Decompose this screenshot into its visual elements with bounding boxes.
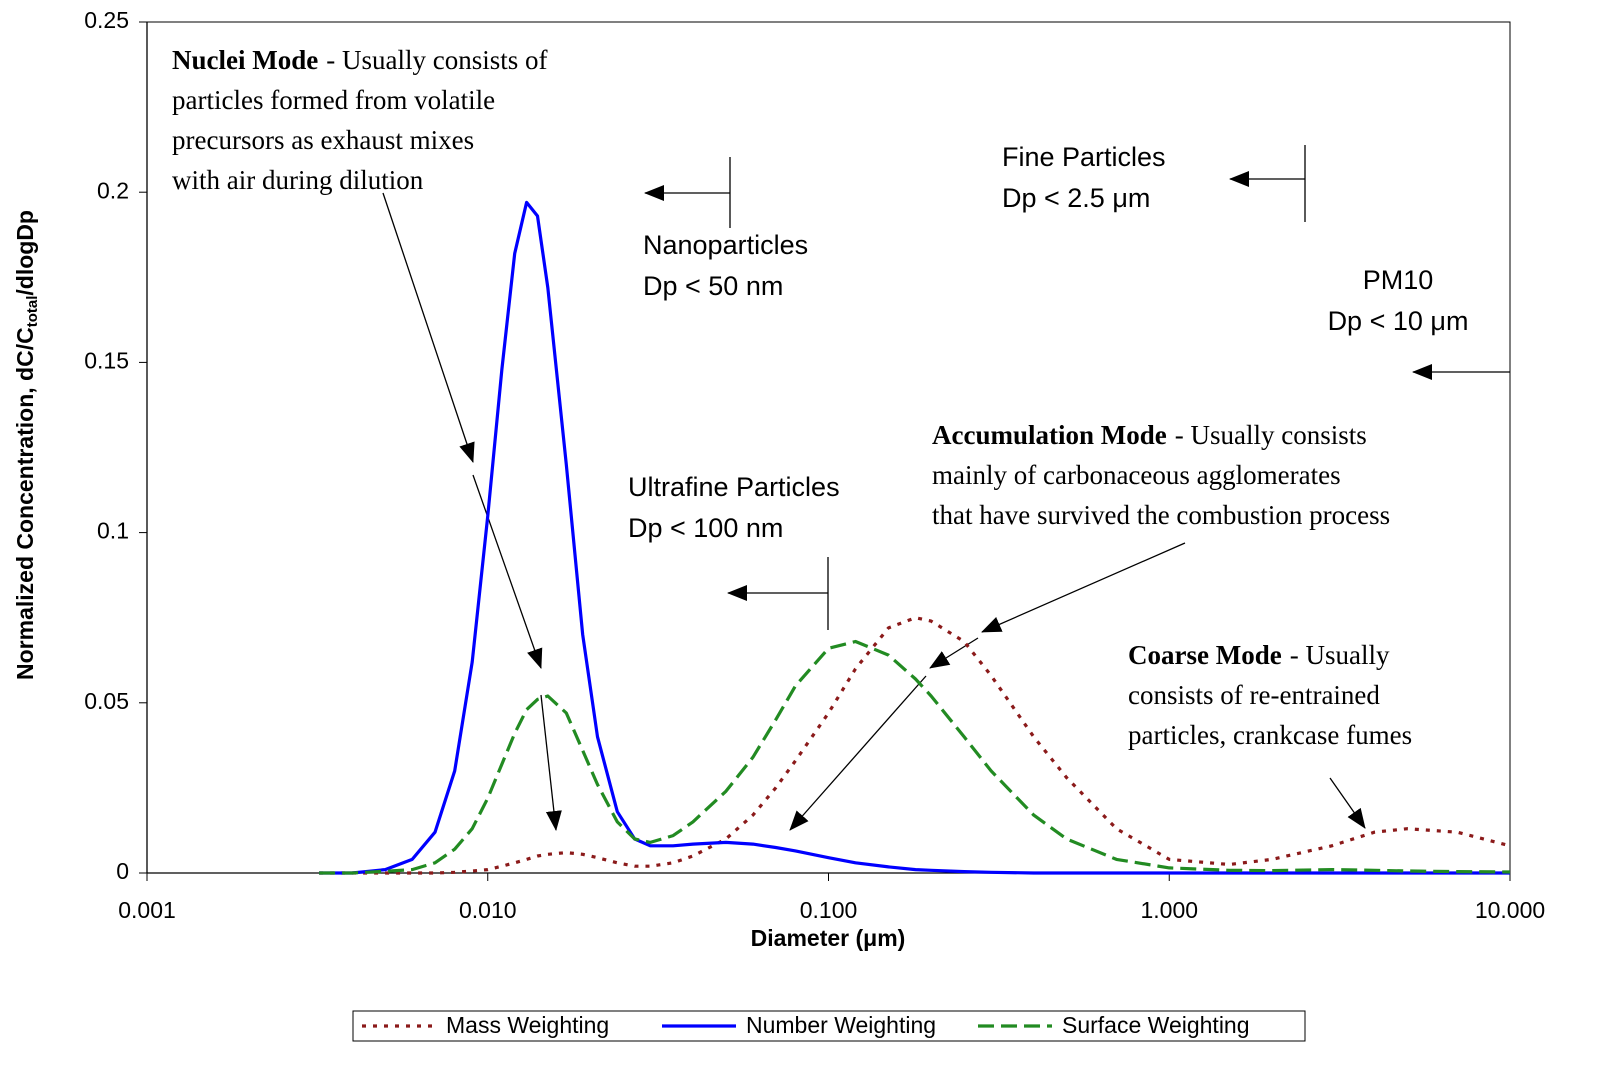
- y-tick-label: 0: [116, 858, 129, 884]
- x-tick-label: 1.000: [1140, 897, 1198, 923]
- y-label-sub: total: [24, 296, 41, 328]
- annotation-title: Nuclei Mode: [172, 45, 318, 75]
- range-name: Fine Particles: [1002, 142, 1166, 172]
- y-tick-label: 0.05: [84, 688, 129, 714]
- range-name: PM10: [1363, 265, 1434, 295]
- series-line: [319, 616, 1511, 875]
- y-label-part: /dlogDp: [12, 210, 38, 296]
- annotation-text: mainly of carbonaceous agglomerates: [932, 460, 1341, 490]
- y-tick-label: 0.15: [84, 347, 129, 373]
- annotation-text: particles formed from volatile: [172, 85, 495, 115]
- annotation-text: precursors as exhaust mixes: [172, 125, 474, 155]
- x-tick-label: 0.100: [800, 897, 858, 923]
- range-limit: Dp < 10 μm: [1328, 306, 1469, 336]
- x-tick-label: 10.000: [1475, 897, 1545, 923]
- range-limit: Dp < 2.5 μm: [1002, 183, 1150, 213]
- legend-label: Mass Weighting: [446, 1012, 609, 1038]
- x-tick-label: 0.001: [118, 897, 176, 923]
- annotation-title: Accumulation Mode: [932, 420, 1167, 450]
- range-name: Nanoparticles: [643, 230, 808, 260]
- annotation: Nuclei Mode - Usually consists of: [172, 45, 547, 75]
- annotation-title: Coarse Mode: [1128, 640, 1282, 670]
- annotation-text: consists of re-entrained: [1128, 680, 1380, 710]
- legend-label: Number Weighting: [746, 1012, 936, 1038]
- y-label-part: Normalized Concentration, dC/C: [12, 327, 38, 680]
- annotation: Coarse Mode - Usually: [1128, 640, 1390, 670]
- annotation-arrows: [382, 145, 1510, 831]
- x-axis-label: Diameter (μm): [751, 925, 906, 951]
- y-axis-label: Normalized Concentration, dC/Ctotal/dlog…: [12, 210, 41, 680]
- annotation-text: - Usually consists: [1175, 420, 1367, 450]
- y-tick-label: 0.25: [84, 7, 129, 33]
- annotation-text: - Usually consists of: [326, 45, 547, 75]
- series-line: [319, 200, 1510, 875]
- annotation-text: particles, crankcase fumes: [1128, 720, 1412, 750]
- series-line: [319, 639, 1511, 875]
- annotation: Accumulation Mode - Usually consists: [932, 420, 1367, 450]
- legend-label: Surface Weighting: [1062, 1012, 1250, 1038]
- range-name: Ultrafine Particles: [628, 472, 840, 502]
- y-tick-label: 0.2: [97, 177, 129, 203]
- legend-box: [352, 1010, 1306, 1042]
- annotation-text: - Usually: [1290, 640, 1390, 670]
- range-limit: Dp < 50 nm: [643, 271, 783, 301]
- y-tick-label: 0.1: [97, 518, 129, 544]
- range-limit: Dp < 100 nm: [628, 513, 783, 543]
- annotation-text: that have survived the combustion proces…: [932, 500, 1390, 530]
- annotation-text: with air during dilution: [172, 165, 424, 195]
- x-tick-label: 0.010: [459, 897, 517, 923]
